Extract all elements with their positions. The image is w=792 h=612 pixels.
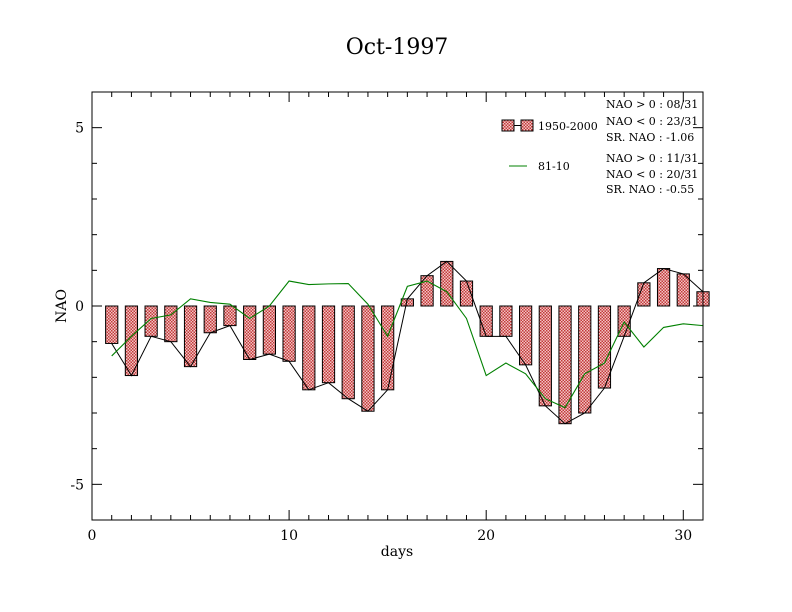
stats-annotation-line: NAO < 0 : 23/31	[606, 115, 698, 128]
x-tick-label: 10	[280, 528, 298, 544]
bar-series	[105, 260, 710, 425]
stats-annotation-line: NAO > 0 : 08/31	[606, 98, 698, 111]
bar-day-13	[341, 305, 355, 400]
legend: 1950-2000 81-10 NAO > 0 : 08/31 NAO < 0 : 2…	[501, 98, 698, 196]
bar-day-6	[203, 305, 217, 334]
bar-day-15	[381, 305, 395, 391]
bar-day-29	[656, 268, 671, 307]
stats-annotation-line: SR. NAO : -0.55	[606, 183, 694, 196]
legend-bar-swatch	[501, 119, 515, 132]
x-axis-label: days	[381, 544, 413, 560]
x-tick-label: 20	[477, 528, 495, 544]
line-series	[111, 280, 704, 409]
bar-day-11	[302, 305, 316, 391]
y-tick-label: 5	[75, 121, 84, 137]
series-81-10-line	[111, 280, 704, 409]
y-axis-label: NAO	[54, 289, 70, 323]
bar-day-5	[183, 305, 198, 368]
stats-annotation-line: SR. NAO : -1.06	[606, 131, 694, 144]
bar-day-22	[519, 305, 533, 366]
x-tick-label: 30	[674, 528, 692, 544]
bar-day-1	[105, 305, 119, 344]
bar-day-10	[282, 305, 296, 362]
bar-day-23	[538, 305, 552, 407]
bar-day-20	[479, 305, 493, 337]
bar-day-18	[440, 260, 454, 307]
bar-day-25	[578, 305, 592, 414]
stats-annotation-line: NAO > 0 : 11/31	[606, 152, 698, 165]
y-tick-label: -5	[70, 477, 84, 493]
series-1950-2000-connector-line	[111, 260, 704, 425]
y-tick-label: 0	[75, 299, 84, 315]
legend-label-81-10: 81-10	[538, 160, 570, 173]
bar-day-14	[361, 305, 375, 412]
bar-day-9	[262, 305, 276, 355]
stats-annotation-line: NAO < 0 : 20/31	[606, 168, 698, 181]
bar-day-3	[144, 305, 158, 337]
bar-day-7	[223, 305, 237, 327]
x-tick-label: 0	[88, 528, 97, 544]
bar-day-21	[499, 305, 513, 337]
axes: 0 10 20 30 -5 0 5	[70, 92, 704, 544]
bar-day-12	[321, 305, 336, 384]
bar-day-30	[676, 273, 690, 307]
legend-label-1950-2000: 1950-2000	[538, 120, 598, 133]
chart-title: Oct-1997	[346, 35, 449, 60]
legend-bar-swatch	[520, 119, 534, 132]
